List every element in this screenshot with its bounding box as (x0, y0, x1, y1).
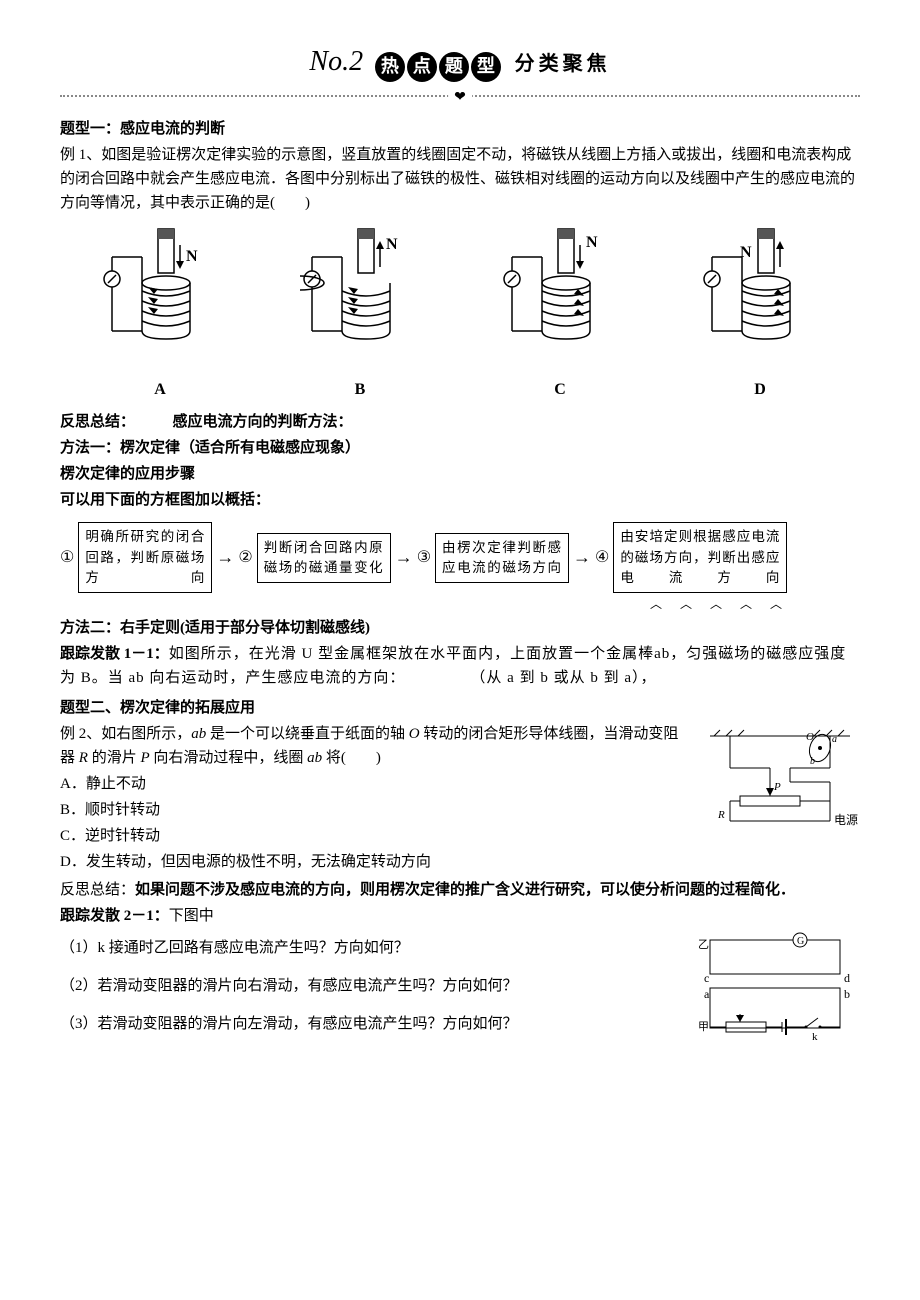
diagrams-row: N A N (60, 227, 860, 403)
svg-text:a: a (832, 734, 837, 745)
example1: 例 1、如图是验证楞次定律实验的示意图，竖直放置的线圈固定不动，将磁铁从线圈上方… (60, 143, 860, 215)
e2-t6: 将( ) (326, 750, 381, 766)
diagram-b-label: B (300, 377, 420, 403)
section1-title: 题型一：感应电流的判断 (60, 117, 860, 141)
reflect2-text: 如果问题不涉及感应电流的方向，则用楞次定律的推广含义进行研究，可以使分析问题的过… (135, 882, 795, 898)
circle-3: 题 (439, 52, 469, 82)
svg-text:N: N (186, 248, 198, 265)
caret-row: ︿︿︿︿︿ (60, 595, 860, 614)
reflect2: 反思总结：如果问题不涉及感应电流的方向，则用楞次定律的推广含义进行研究，可以使分… (60, 878, 860, 902)
svg-text:G: G (797, 936, 804, 947)
circle-2: 点 (407, 52, 437, 82)
header-banner: No.2 热 点 题 型 分类聚焦 (60, 40, 860, 85)
header-suffix: 分类聚焦 (515, 53, 611, 75)
method1-sub: 楞次定律的应用步骤 (60, 462, 860, 486)
method1-title: 方法一：楞次定律（适合所有电磁感应现象） (60, 436, 860, 460)
svg-text:P: P (773, 781, 781, 793)
diagram-d-label: D (700, 377, 820, 403)
flow-num-3: ③ (417, 545, 431, 571)
flow-num-1: ① (60, 545, 74, 571)
svg-text:R: R (717, 809, 725, 821)
flow-num-4: ④ (595, 545, 609, 571)
flow-row: ① 明确所研究的闭合回路，判断原磁场方向 → ② 判断闭合回路内原磁场的磁通量变… (60, 522, 860, 593)
svg-text:O: O (806, 731, 814, 743)
e2-ab2: ab (307, 750, 322, 766)
svg-text:电源: 电源 (834, 813, 858, 827)
flow-num-2: ② (238, 545, 252, 571)
flow-box-3: 由楞次定律判断感应电流的磁场方向 (435, 533, 569, 584)
header-prefix: No.2 (309, 46, 363, 77)
track2-intro: 下图中 (169, 908, 214, 924)
header-divider: ❤ (60, 89, 860, 105)
svg-text:a: a (704, 987, 710, 1001)
e2-t5: 向右滑动过程中，线圈 (153, 750, 303, 766)
reflect-row: 反思总结： 感应电流方向的判断方法： (60, 410, 860, 434)
flow-arrow-1: → (216, 543, 234, 572)
reflect-title: 感应电流方向的判断方法： (173, 414, 353, 430)
track2-label: 跟踪发散 2－1： (60, 908, 169, 924)
track2-intro-line: 跟踪发散 2－1：下图中 (60, 904, 860, 928)
flow-arrow-3: → (573, 543, 591, 572)
example1-label: 例 1、 (60, 147, 101, 163)
e2-R: R (79, 750, 88, 766)
svg-text:d: d (844, 971, 850, 985)
diagram-b: N B (300, 227, 420, 403)
diagram-a-svg: N (100, 227, 220, 367)
diagram-d-svg: N (700, 227, 820, 367)
header-circles: 热 点 题 型 (375, 52, 501, 82)
flow-box-2: 判断闭合回路内原磁场的磁通量变化 (257, 533, 391, 584)
diagram-a-label: A (100, 377, 220, 403)
svg-text:甲: 甲 (698, 1021, 709, 1033)
track1-text: 如图所示，在光滑 U 型金属框架放在水平面内，上面放置一个金属棒ab，匀强磁场的… (60, 646, 846, 686)
heart-icon: ❤ (448, 87, 472, 109)
diagram-a: N A (100, 227, 220, 403)
e2-t2: 是一个可以绕垂直于纸面的轴 (210, 726, 405, 742)
e2-O: O (409, 726, 420, 742)
e2-P: P (140, 750, 149, 766)
diagram-c: N C (500, 227, 620, 403)
track2-figure: G 乙 c d a b 甲 k (690, 930, 860, 1050)
diagram-c-svg: N (500, 227, 620, 367)
example2-label: 例 2、 (60, 726, 101, 742)
example1-text: 如图是验证楞次定律实验的示意图，竖直放置的线圈固定不动，将磁铁从线圈上方插入或拔… (60, 147, 855, 211)
track1-label: 跟踪发散 1－1： (60, 646, 169, 662)
circle-1: 热 (375, 52, 405, 82)
reflect-label: 反思总结： (60, 414, 128, 430)
svg-text:b: b (844, 987, 850, 1001)
svg-text:N: N (586, 234, 598, 251)
svg-text:乙: 乙 (698, 938, 709, 951)
svg-text:k: k (812, 1031, 818, 1043)
diagram-c-label: C (500, 377, 620, 403)
flow-box-1: 明确所研究的闭合回路，判断原磁场方向 (78, 522, 212, 593)
e2-ab: ab (191, 726, 206, 742)
svg-text:b: b (810, 756, 815, 767)
diagram-d: N D (700, 227, 820, 403)
svg-text:c: c (704, 971, 709, 985)
method2-title: 方法二：右手定则(适用于部分导体切割磁感线) (60, 616, 860, 640)
svg-text:N: N (386, 236, 398, 253)
track1: 跟踪发散 1－1：如图所示，在光滑 U 型金属框架放在水平面内，上面放置一个金属… (60, 642, 860, 690)
flow-arrow-2: → (395, 543, 413, 572)
option-d: D．发生转动，但因电源的极性不明，无法确定转动方向 (60, 850, 860, 874)
example2-wrap: O a b P R 电源 例 2、如右图所示，ab 是一个可以绕垂直于纸面的轴 … (60, 722, 860, 874)
flow-box-4: 由安培定则根据感应电流的磁场方向，判断出感应电流方向 (613, 522, 787, 593)
section2-title: 题型二、楞次定律的拓展应用 (60, 696, 860, 720)
example2-figure: O a b P R 电源 (700, 726, 860, 836)
e2-t4: 的滑片 (92, 750, 137, 766)
e2-t1: 如右图所示， (101, 726, 191, 742)
method1-desc: 可以用下面的方框图加以概括： (60, 488, 860, 512)
reflect2-label: 反思总结： (60, 882, 135, 898)
circle-4: 型 (471, 52, 501, 82)
diagram-b-svg: N (300, 227, 420, 367)
